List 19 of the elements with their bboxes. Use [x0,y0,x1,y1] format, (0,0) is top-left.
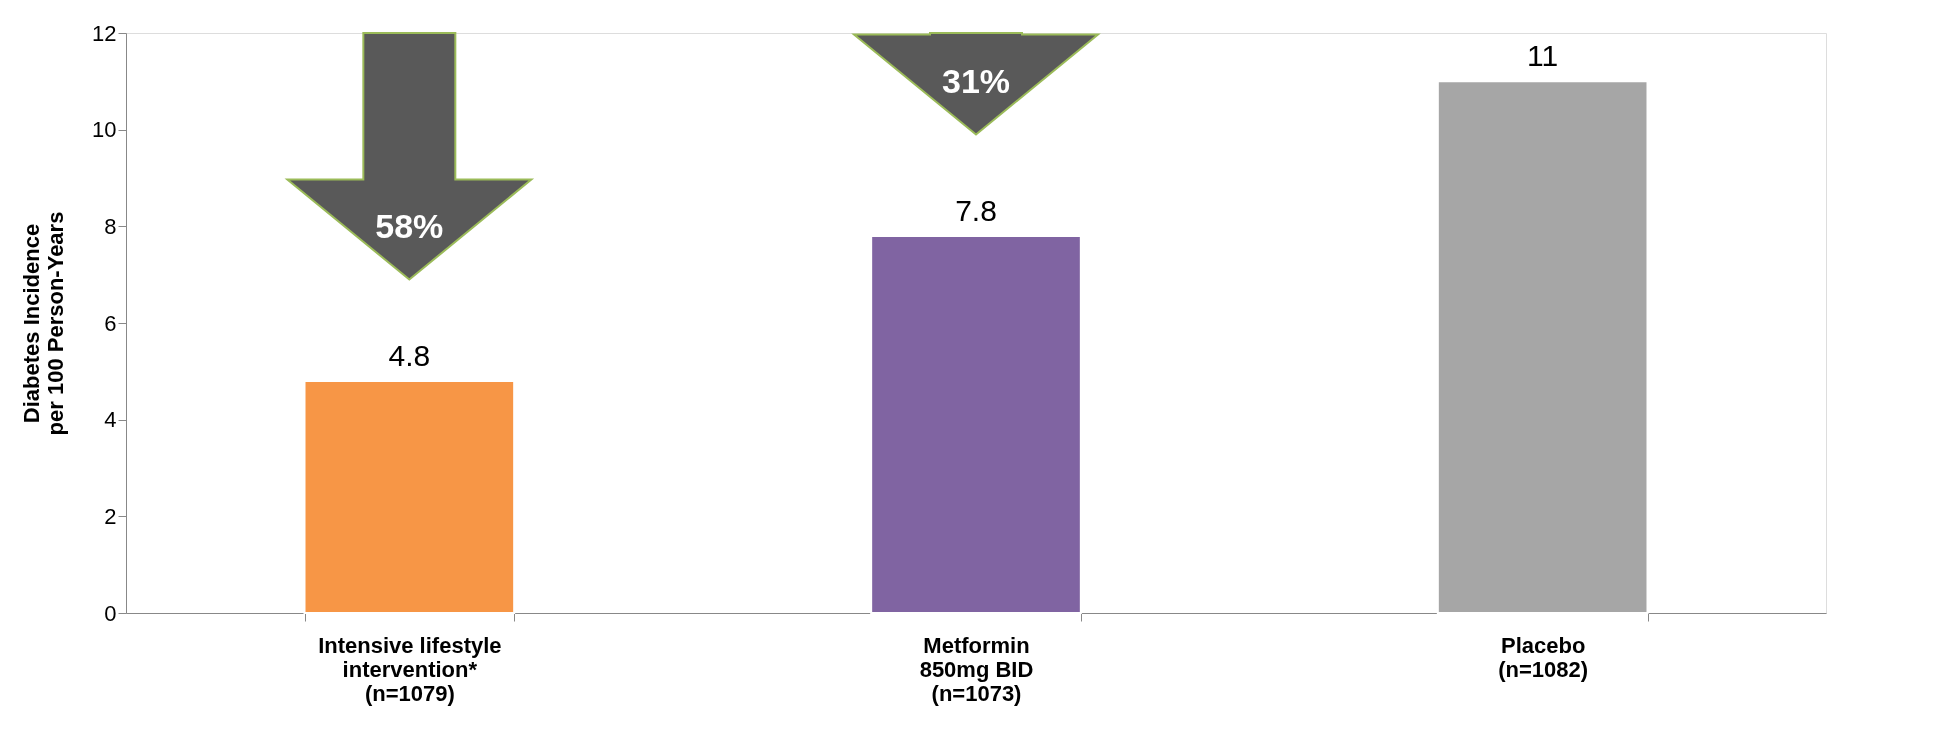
y-axis-title: Diabetes Incidence per 100 Person-Years [19,211,69,436]
y-tick-label: 8 [104,213,117,239]
y-tick-label: 0 [104,600,117,626]
y-tick-label: 2 [104,503,117,529]
x-tick-label: Metformin 850mg BID (n=1073) [919,632,1034,706]
annotation: 58% [375,206,444,245]
y-tick-label: 10 [92,117,117,143]
bar [303,380,516,614]
data-label: 11 [1527,39,1559,73]
annotation: 31% [941,61,1011,100]
x-tick-label: Intensive lifestyle intervention* (n=1079) [318,632,502,706]
data-label: 4.8 [388,339,431,372]
data-label: 7.8 [955,194,997,227]
bar [1436,80,1649,614]
bar [870,235,1082,614]
y-tick-label: 12 [92,20,117,46]
x-tick-label: Placebo (n=1082) [1498,632,1589,682]
y-tick-label: 6 [104,310,117,336]
y-tick-label: 4 [104,407,117,433]
